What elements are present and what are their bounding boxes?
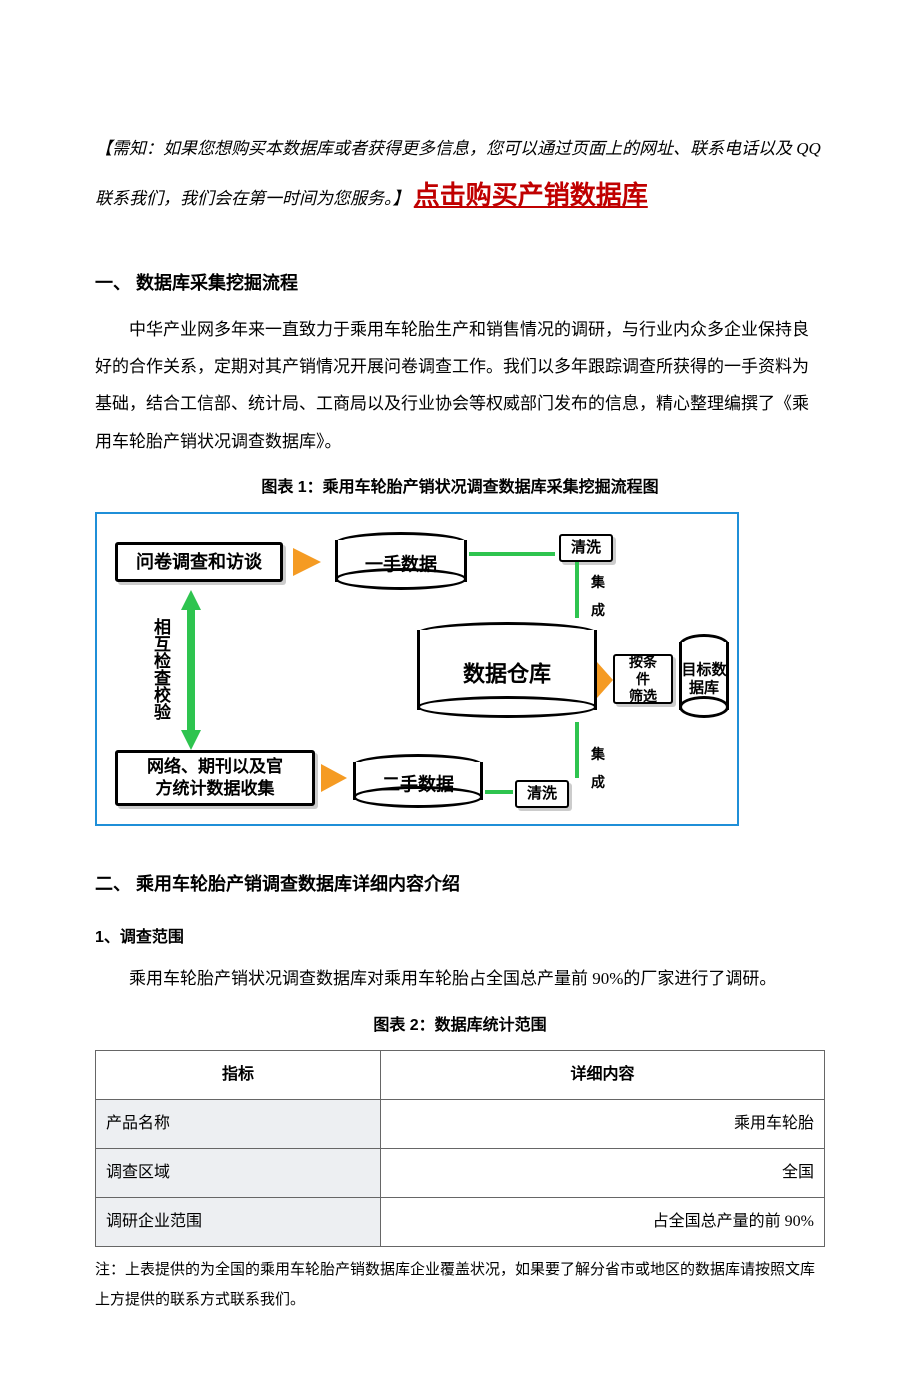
table-cell: 产品名称 — [96, 1099, 381, 1148]
arrow-check-up — [181, 590, 201, 610]
label-clean2-text: 清洗 — [527, 779, 557, 809]
node-survey-label: 问卷调查和访谈 — [136, 544, 262, 580]
arrow-firsthand-clean — [469, 552, 555, 556]
node-check: 相互检查校验 — [143, 604, 177, 734]
table-col-1: 详细内容 — [380, 1050, 824, 1099]
label-clean1: 清洗 — [559, 534, 613, 562]
arrow-survey-firsthand — [293, 548, 321, 576]
arrow-collect-secondhand — [321, 764, 347, 792]
node-second-hand-label: 二手数据 — [353, 767, 483, 803]
table-row: 产品名称 乘用车轮胎 — [96, 1099, 825, 1148]
label-integrate1: 集 成 — [591, 568, 605, 624]
arrow-secondhand-clean — [485, 790, 513, 794]
section2-sub1: 1、调查范围 — [95, 922, 825, 954]
label-integrate2: 集 成 — [591, 740, 605, 796]
node-warehouse-label: 数据仓库 — [417, 653, 597, 697]
table-cell: 乘用车轮胎 — [380, 1099, 824, 1148]
label-clean1-text: 清洗 — [571, 533, 601, 563]
node-first-hand-label: 一手数据 — [335, 547, 467, 583]
section1-paragraph: 中华产业网多年来一直致力于乘用车轮胎生产和销售情况的调研，与行业内众多企业保持良… — [95, 311, 825, 461]
table-footnote: 注：上表提供的为全国的乘用车轮胎产销数据库企业覆盖状况，如果要了解分省市或地区的… — [95, 1255, 825, 1315]
table-cell: 调查区域 — [96, 1148, 381, 1197]
table-cell: 占全国总产量的前 90% — [380, 1197, 824, 1246]
node-warehouse: 数据仓库 — [417, 622, 597, 718]
section2-sub1-para: 乘用车轮胎产销状况调查数据库对乘用车轮胎占全国总产量前 90%的厂家进行了调研。 — [95, 960, 825, 997]
table-header-row: 指标 详细内容 — [96, 1050, 825, 1099]
node-collect: 网络、期刊以及官 方统计数据收集 — [115, 750, 315, 806]
arrow-warehouse-filter — [597, 662, 613, 698]
node-check-label: 相互检查校验 — [151, 618, 170, 720]
node-target-label: 目标数 据库 — [679, 662, 729, 698]
node-filter-l1: 按条件 — [623, 654, 663, 688]
table-row: 调研企业范围 占全国总产量的前 90% — [96, 1197, 825, 1246]
arrow-check-stem — [187, 610, 195, 730]
node-target: 目标数 据库 — [679, 634, 729, 718]
node-second-hand: 二手数据 — [353, 754, 483, 808]
purchase-notice: 【需知：如果您想购买本数据库或者获得更多信息，您可以通过页面上的网址、联系电话以… — [95, 130, 825, 225]
table-row: 调查区域 全国 — [96, 1148, 825, 1197]
node-first-hand: 一手数据 — [335, 532, 467, 590]
figure1-caption: 图表 1：乘用车轮胎产销状况调查数据库采集挖掘流程图 — [95, 472, 825, 504]
table-cell: 调研企业范围 — [96, 1197, 381, 1246]
section1-heading: 一、 数据库采集挖掘流程 — [95, 265, 825, 301]
document-page: 【需知：如果您想购买本数据库或者获得更多信息，您可以通过页面上的网址、联系电话以… — [0, 0, 920, 1375]
table-caption: 图表 2：数据库统计范围 — [95, 1010, 825, 1042]
node-filter-l2: 筛选 — [629, 688, 657, 705]
table-col-0: 指标 — [96, 1050, 381, 1099]
section2-heading: 二、 乘用车轮胎产销调查数据库详细内容介绍 — [95, 866, 825, 902]
node-survey: 问卷调查和访谈 — [115, 542, 283, 582]
node-filter: 按条件 筛选 — [613, 654, 673, 704]
arrow-integrate1-down — [575, 562, 579, 618]
arrow-integrate2-up — [575, 722, 579, 778]
arrow-check-down — [181, 730, 201, 750]
node-collect-l1: 网络、期刊以及官 — [147, 756, 283, 778]
label-clean2: 清洗 — [515, 780, 569, 808]
node-collect-l2: 方统计数据收集 — [156, 778, 275, 800]
purchase-link[interactable]: 点击购买产销数据库 — [414, 181, 648, 210]
scope-table: 指标 详细内容 产品名称 乘用车轮胎 调查区域 全国 调研企业范围 占全国总产量… — [95, 1050, 825, 1247]
table-cell: 全国 — [380, 1148, 824, 1197]
flowchart-diagram: 问卷调查和访谈 一手数据 清洗 集 成 相互检查校验 — [95, 512, 739, 826]
